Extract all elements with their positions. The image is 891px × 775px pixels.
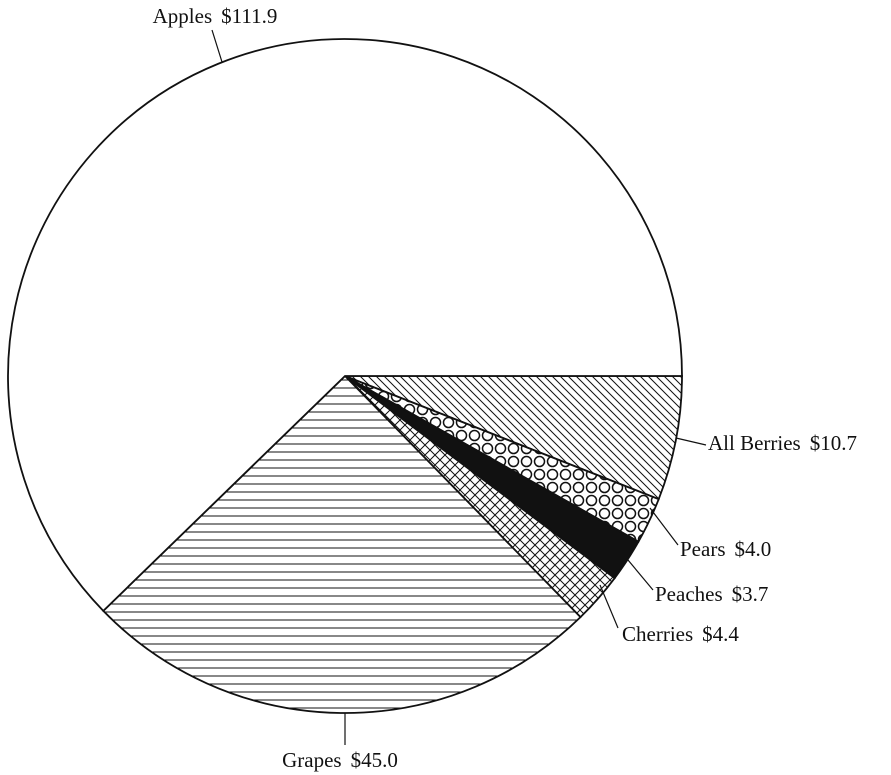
leader-line — [675, 437, 707, 446]
value-label: $4.0 — [735, 537, 772, 561]
pie — [7, 38, 683, 714]
slice-label: All Berries $10.7 — [708, 431, 857, 455]
slice-label: Peaches $3.7 — [655, 582, 768, 606]
category-name: Peaches — [655, 582, 723, 606]
value-label: $3.7 — [732, 582, 769, 606]
value-label: $4.4 — [702, 622, 739, 646]
labels: All Berries $10.7 Pears $4.0 Peaches $3.7 Cher… — [153, 4, 857, 772]
slice-label: Cherries $4.4 — [622, 622, 739, 646]
value-label: $45.0 — [351, 748, 398, 772]
value-label: $10.7 — [810, 431, 857, 455]
wedge — [344, 375, 683, 501]
category-name: Pears — [680, 537, 726, 561]
category-name: Apples — [153, 4, 213, 28]
leader-line — [649, 507, 679, 546]
category-name: All Berries — [708, 431, 801, 455]
slice-label: Apples $111.9 — [153, 4, 278, 28]
leader-line — [599, 584, 619, 629]
wedge — [102, 374, 582, 714]
category-name: Grapes — [282, 748, 341, 772]
category-name: Cherries — [622, 622, 693, 646]
value-label: $111.9 — [221, 4, 277, 28]
leader-line — [211, 29, 223, 63]
wedge — [7, 38, 683, 613]
leader-line — [627, 559, 654, 591]
slice-label: Grapes $45.0 — [282, 748, 398, 772]
slice-label: Pears $4.0 — [680, 537, 771, 561]
